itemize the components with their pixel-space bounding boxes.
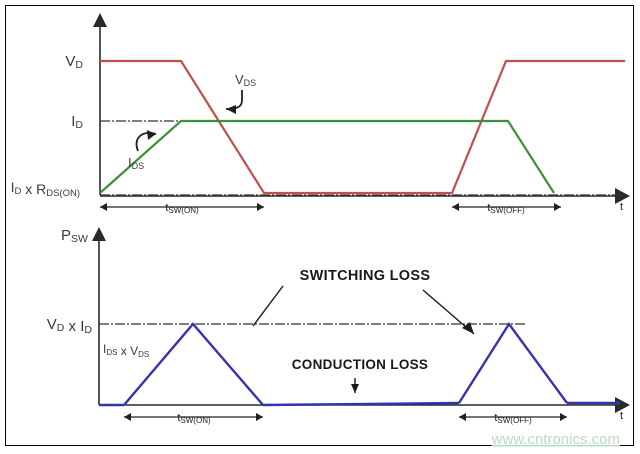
svg-text:VD x ID: VD x ID — [47, 316, 93, 336]
svg-text:VD: VD — [65, 53, 83, 71]
svg-text:VDS: VDS — [235, 72, 256, 88]
svg-text:tSW(OFF): tSW(OFF) — [487, 202, 525, 215]
svg-text:SWITCHING LOSS: SWITCHING LOSS — [300, 268, 431, 284]
svg-text:IDS: IDS — [128, 155, 144, 171]
svg-text:tSW(ON): tSW(ON) — [165, 202, 199, 215]
svg-text:IDS x VDS: IDS x VDS — [103, 342, 149, 359]
svg-text:PSW: PSW — [61, 227, 88, 245]
svg-text:t: t — [620, 201, 623, 213]
svg-text:tSW(OFF): tSW(OFF) — [494, 412, 532, 425]
svg-text:ID x RDS(ON): ID x RDS(ON) — [11, 179, 80, 199]
svg-text:t: t — [620, 410, 623, 422]
svg-text:ID: ID — [71, 113, 83, 131]
svg-text:www.cntronics.com: www.cntronics.com — [491, 431, 620, 448]
svg-text:CONDUCTION LOSS: CONDUCTION LOSS — [292, 357, 429, 372]
svg-text:tSW(ON): tSW(ON) — [177, 412, 211, 425]
